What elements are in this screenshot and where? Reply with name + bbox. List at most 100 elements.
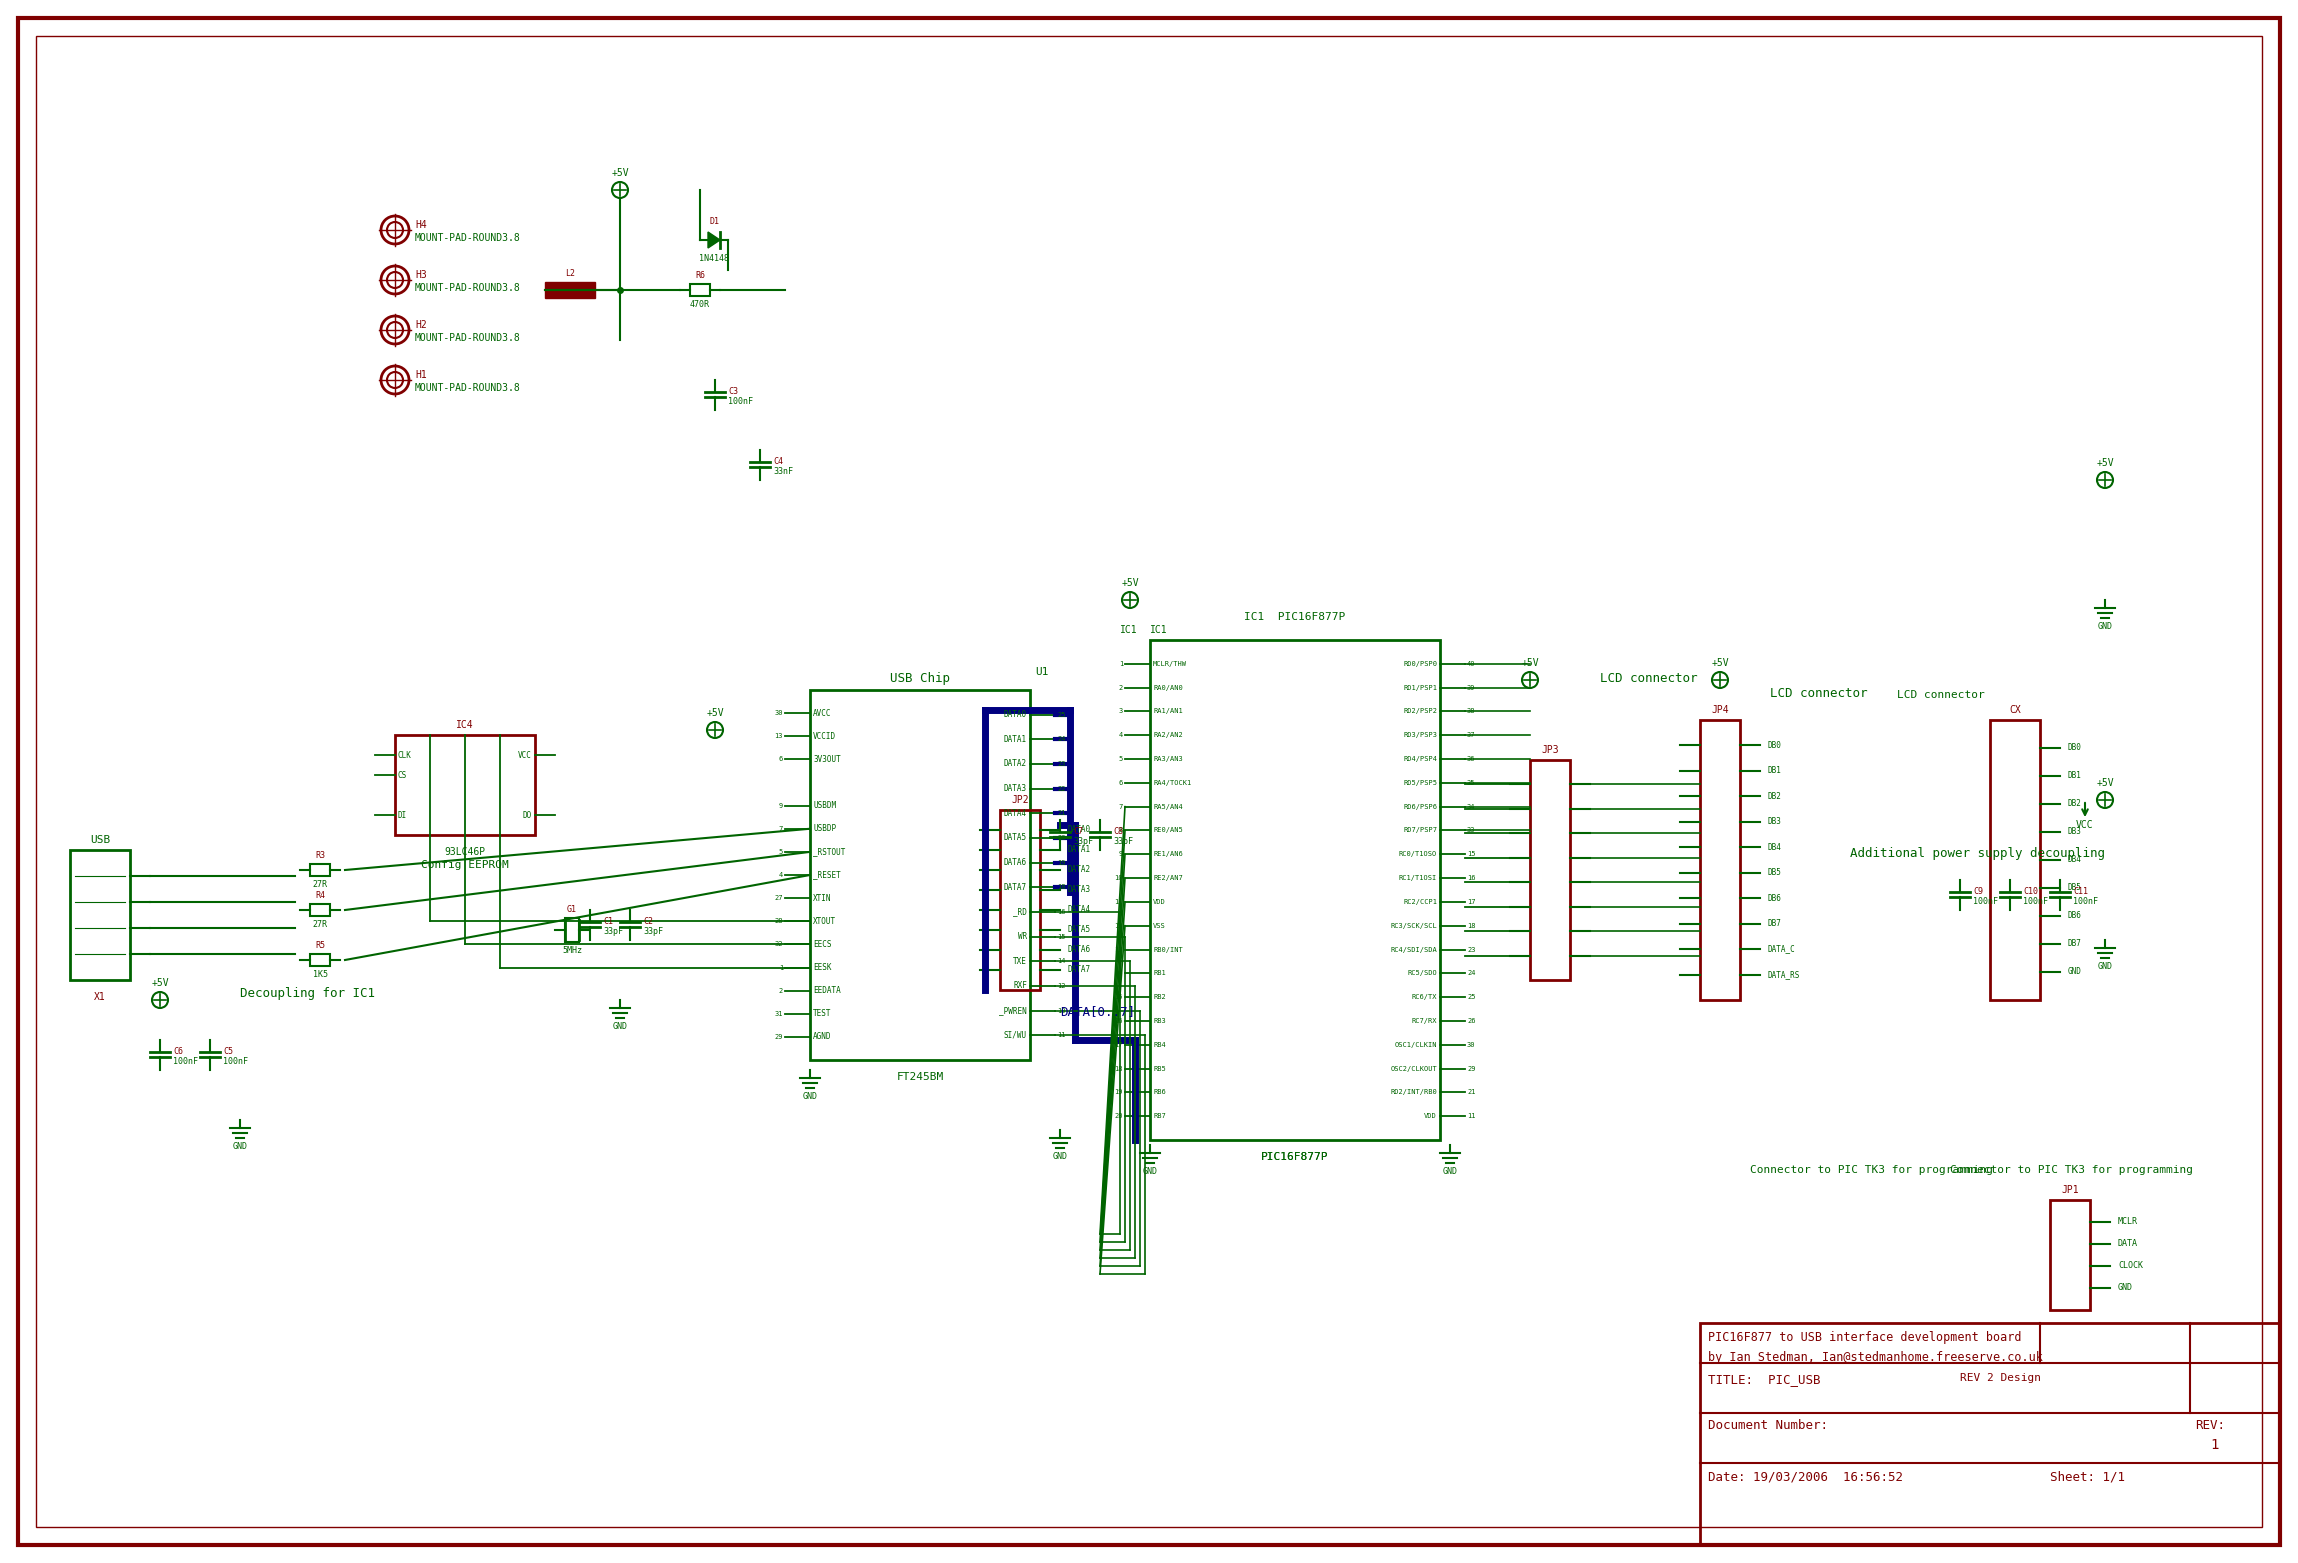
Text: TITLE:  PIC_USB: TITLE: PIC_USB: [1707, 1372, 1820, 1386]
Text: RD2/PSP2: RD2/PSP2: [1404, 708, 1436, 714]
Text: 1: 1: [779, 964, 784, 971]
Text: Date: 19/03/2006  16:56:52: Date: 19/03/2006 16:56:52: [1707, 1471, 1903, 1483]
Text: 100nF: 100nF: [728, 397, 754, 406]
Bar: [565, 917, 579, 942]
Text: MOUNT-PAD-ROUND3.8: MOUNT-PAD-ROUND3.8: [416, 383, 522, 392]
Text: RD3/PSP3: RD3/PSP3: [1404, 731, 1436, 738]
Text: DATA4: DATA4: [1069, 905, 1092, 914]
Text: DB0: DB0: [1767, 741, 1781, 750]
Bar: [1990, 721, 2041, 1000]
Bar: [809, 689, 1030, 1060]
Text: DATA2: DATA2: [1069, 866, 1092, 875]
Polygon shape: [708, 231, 719, 249]
Text: 12: 12: [1057, 983, 1066, 989]
Text: 13: 13: [774, 733, 784, 739]
Text: 27: 27: [774, 896, 784, 902]
Text: DB3: DB3: [2068, 827, 2082, 836]
Text: Additional power supply decoupling: Additional power supply decoupling: [1850, 847, 2105, 860]
Text: by Ian Stedman, Ian@stedmanhome.freeserve.co.uk: by Ian Stedman, Ian@stedmanhome.freeserv…: [1707, 1350, 2043, 1364]
Text: MOUNT-PAD-ROUND3.8: MOUNT-PAD-ROUND3.8: [416, 233, 522, 242]
Text: R3: R3: [315, 850, 324, 860]
Text: EECS: EECS: [813, 939, 832, 949]
Text: 9: 9: [1119, 852, 1124, 857]
Text: MOUNT-PAD-ROUND3.8: MOUNT-PAD-ROUND3.8: [416, 333, 522, 342]
Text: RC7/RX: RC7/RX: [1411, 1018, 1436, 1024]
Text: H4: H4: [416, 220, 427, 230]
Text: 34: 34: [1466, 803, 1475, 810]
Text: 37: 37: [1466, 731, 1475, 738]
Text: C6: C6: [172, 1047, 184, 1057]
Bar: [545, 281, 595, 299]
Text: RE0/AN5: RE0/AN5: [1154, 827, 1183, 833]
Text: EEDATA: EEDATA: [813, 986, 841, 996]
Text: 5: 5: [1119, 756, 1124, 763]
Text: DB5: DB5: [1767, 867, 1781, 877]
Text: DB3: DB3: [1767, 817, 1781, 827]
Text: RXF: RXF: [1013, 982, 1027, 991]
Text: RB6: RB6: [1154, 1089, 1165, 1096]
Text: +5V: +5V: [1521, 658, 1540, 667]
Text: DB1: DB1: [1767, 766, 1781, 775]
Text: VDD: VDD: [1425, 1113, 1436, 1119]
Text: DB4: DB4: [1767, 842, 1781, 852]
Text: 20: 20: [1115, 1113, 1124, 1119]
Text: REV:: REV:: [2195, 1419, 2224, 1432]
Text: C7: C7: [1073, 827, 1082, 836]
Text: RB3: RB3: [1154, 1018, 1165, 1024]
Text: 29: 29: [774, 1033, 784, 1039]
Text: GND: GND: [232, 1143, 248, 1150]
Text: RD2/INT/RB0: RD2/INT/RB0: [1390, 1089, 1436, 1096]
Text: DATA0: DATA0: [1004, 710, 1027, 719]
Text: R5: R5: [315, 941, 324, 950]
Text: RD7/PSP7: RD7/PSP7: [1404, 827, 1436, 833]
Text: DB4: DB4: [2068, 855, 2082, 864]
Text: RD1/PSP1: RD1/PSP1: [1404, 685, 1436, 691]
Text: 24: 24: [1466, 971, 1475, 977]
Text: 16: 16: [1466, 875, 1475, 882]
Text: 9: 9: [779, 803, 784, 808]
Text: GND: GND: [1142, 1168, 1158, 1175]
Text: 2: 2: [1119, 685, 1124, 691]
Text: LCD connector: LCD connector: [1599, 672, 1698, 685]
Text: L2: L2: [565, 269, 574, 278]
Text: 100nF: 100nF: [223, 1058, 248, 1066]
Text: DB7: DB7: [1767, 919, 1781, 928]
Bar: [1701, 721, 1740, 1000]
Text: 24: 24: [1057, 736, 1066, 742]
Text: _RESET: _RESET: [813, 871, 841, 880]
Text: 30: 30: [1466, 1043, 1475, 1047]
Text: DB6: DB6: [2068, 911, 2082, 921]
Text: 33: 33: [1466, 827, 1475, 833]
Text: DB2: DB2: [2068, 800, 2082, 808]
Text: 100nF: 100nF: [2073, 897, 2098, 907]
Text: G1: G1: [568, 905, 577, 914]
Text: 29: 29: [1466, 1066, 1475, 1072]
Text: 25: 25: [1466, 994, 1475, 1000]
Bar: [1530, 760, 1570, 980]
Text: FT245BM: FT245BM: [896, 1072, 944, 1082]
Text: 38: 38: [1466, 708, 1475, 714]
Text: 26: 26: [1466, 1018, 1475, 1024]
Text: H3: H3: [416, 270, 427, 280]
Text: DB7: DB7: [2068, 939, 2082, 949]
Text: USB: USB: [90, 835, 110, 846]
Text: 11: 11: [1466, 1113, 1475, 1119]
Text: RC5/SDO: RC5/SDO: [1406, 971, 1436, 977]
Text: 16: 16: [1115, 1018, 1124, 1024]
Text: RC0/T1OSO: RC0/T1OSO: [1399, 852, 1436, 857]
Text: RC2/CCP1: RC2/CCP1: [1404, 899, 1436, 905]
Text: 31: 31: [774, 1011, 784, 1018]
Text: 21: 21: [1057, 810, 1066, 816]
Text: GND: GND: [614, 1022, 627, 1032]
Text: AVCC: AVCC: [813, 708, 832, 717]
Text: 15: 15: [1466, 852, 1475, 857]
Text: GND: GND: [2098, 622, 2112, 631]
Text: 1N4148: 1N4148: [699, 255, 728, 263]
Text: DO: DO: [522, 811, 533, 819]
Text: C4: C4: [772, 458, 784, 466]
Text: IC1: IC1: [1149, 625, 1167, 635]
Text: DATA5: DATA5: [1004, 833, 1027, 842]
Text: 15: 15: [1115, 994, 1124, 1000]
Text: LCD connector: LCD connector: [1769, 688, 1868, 700]
Text: 27R: 27R: [313, 880, 329, 889]
